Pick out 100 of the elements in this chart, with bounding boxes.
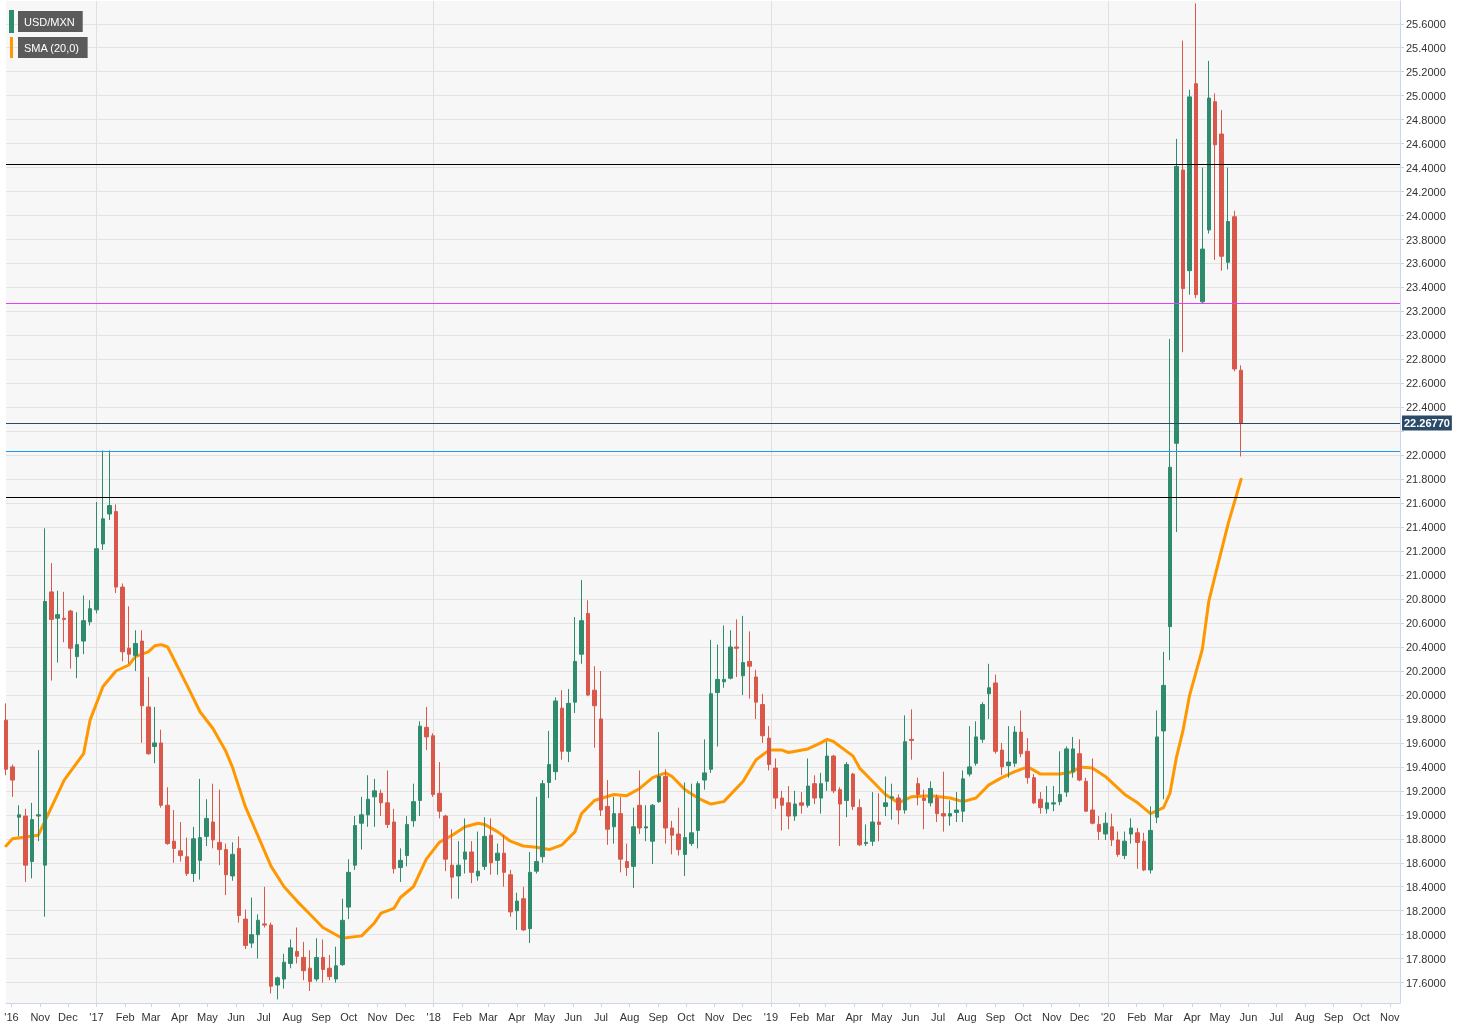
candlestick xyxy=(696,780,700,849)
candlestick xyxy=(185,837,189,877)
candlestick xyxy=(948,799,952,827)
candlestick xyxy=(1122,831,1127,860)
x-tick-label: Jul xyxy=(1269,1010,1284,1023)
x-tick-label: Feb xyxy=(115,1010,135,1023)
candlestick xyxy=(676,807,681,857)
candlestick xyxy=(650,803,655,865)
x-tick-label: Oct xyxy=(1014,1010,1032,1023)
candlestick xyxy=(81,594,86,655)
candlestick xyxy=(191,826,196,883)
candlestick xyxy=(1168,338,1172,661)
candlestick xyxy=(17,804,21,837)
candlestick xyxy=(534,796,539,875)
candlestick xyxy=(49,562,54,682)
x-tick-label: Feb xyxy=(790,1010,810,1023)
candlestick xyxy=(1097,815,1101,841)
candlestick xyxy=(928,780,933,807)
y-tick-label: 22.0000 xyxy=(1406,449,1446,462)
candlestick xyxy=(883,775,888,817)
candlestick xyxy=(340,898,345,967)
candlestick xyxy=(754,669,758,720)
candlestick xyxy=(204,798,209,847)
x-tick-label: Dec xyxy=(395,1010,416,1023)
y-tick-label: 25.2000 xyxy=(1406,65,1446,78)
candlestick xyxy=(1038,791,1043,815)
candlestick xyxy=(767,725,771,771)
candlestick xyxy=(469,840,474,884)
candlestick xyxy=(741,615,745,696)
candlestick xyxy=(385,769,390,829)
candlestick xyxy=(1219,109,1224,272)
candlestick xyxy=(353,815,357,871)
candlestick xyxy=(637,769,642,835)
candlestick xyxy=(443,814,448,872)
candlestick xyxy=(1006,725,1011,779)
candlestick xyxy=(23,808,28,883)
candlestick xyxy=(819,772,823,815)
candlestick xyxy=(844,761,849,818)
candlestick xyxy=(230,841,235,882)
candlestick xyxy=(1174,138,1179,533)
x-tick-label: Apr xyxy=(845,1010,863,1023)
candlestick xyxy=(1142,832,1146,872)
y-tick-label: 22.4000 xyxy=(1406,401,1446,414)
candlestick xyxy=(463,817,467,875)
candlestick xyxy=(282,953,286,990)
candlestick xyxy=(1239,364,1243,457)
candlestick xyxy=(521,886,526,932)
x-tick-label: Mar xyxy=(1154,1010,1174,1023)
candlestick xyxy=(806,757,810,809)
x-tick-label: May xyxy=(197,1010,219,1023)
candlestick xyxy=(1110,813,1114,847)
candlestick xyxy=(295,926,299,964)
candlestick xyxy=(786,785,791,830)
y-tick-label: 24.6000 xyxy=(1406,137,1446,150)
legend-label: SMA (20,0) xyxy=(24,41,80,54)
y-tick-label: 21.4000 xyxy=(1406,521,1446,534)
candlestick xyxy=(217,789,222,866)
candlestick xyxy=(321,938,325,984)
candlestick xyxy=(793,790,797,822)
candlestick xyxy=(172,809,176,864)
y-tick-label: 18.0000 xyxy=(1406,928,1446,941)
candlestick xyxy=(146,676,151,756)
y-tick-label: 24.0000 xyxy=(1406,209,1446,222)
candlestick xyxy=(456,840,461,900)
candlestick xyxy=(482,816,487,871)
y-tick-label: 23.8000 xyxy=(1406,233,1446,246)
y-tick-label: 19.4000 xyxy=(1406,760,1446,773)
candlestick xyxy=(877,792,881,842)
candlestick xyxy=(722,624,726,689)
candlestick xyxy=(560,689,564,761)
candlestick xyxy=(625,843,629,877)
candlestick xyxy=(346,858,351,920)
candlestick xyxy=(702,738,707,791)
candlestick xyxy=(515,892,519,931)
candlestick xyxy=(1058,750,1062,806)
candlestick xyxy=(1077,738,1082,782)
x-tick-label: Mar xyxy=(815,1010,836,1023)
candlestick xyxy=(1187,89,1192,296)
x-tick-label: Aug xyxy=(619,1010,640,1023)
candlestick xyxy=(327,954,332,981)
candlestick xyxy=(1135,827,1140,870)
x-tick-label: '19 xyxy=(763,1010,779,1023)
candlestick xyxy=(1032,773,1036,805)
y-tick-label: 24.2000 xyxy=(1406,185,1446,198)
y-tick-label: 23.4000 xyxy=(1406,281,1446,294)
candlestick xyxy=(127,605,131,665)
candlestick xyxy=(896,793,901,825)
candlestick xyxy=(101,449,105,551)
candlestick xyxy=(152,706,157,764)
y-tick-label: 18.2000 xyxy=(1406,904,1446,917)
candlestick xyxy=(974,720,978,767)
x-tick-label: Sep xyxy=(1323,1010,1344,1023)
candlestick xyxy=(1200,167,1205,304)
candlestick xyxy=(566,688,571,763)
x-tick-label: Apr xyxy=(508,1010,526,1023)
ref-line-label: 22.26770 xyxy=(1404,416,1450,429)
candlestick xyxy=(1207,60,1211,235)
candlestick xyxy=(107,449,112,521)
candlestick xyxy=(508,869,513,918)
candlestick xyxy=(941,771,946,833)
